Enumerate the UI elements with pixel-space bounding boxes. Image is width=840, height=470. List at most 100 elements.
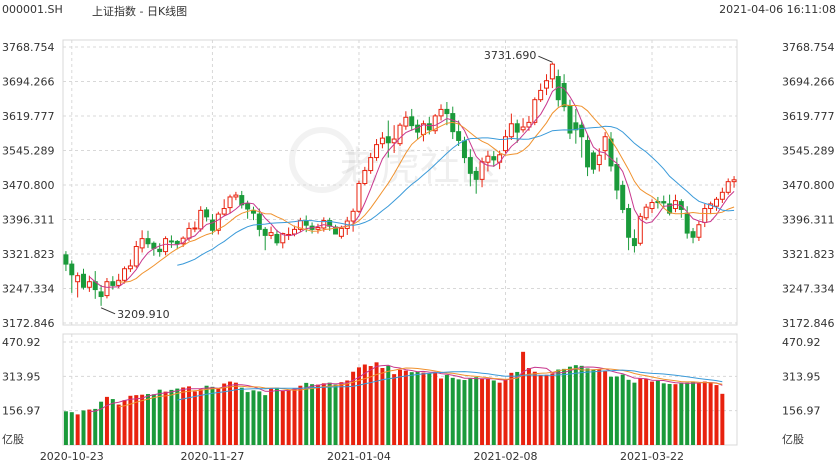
candle-body	[198, 209, 204, 230]
candle-body	[684, 212, 690, 234]
volume-bar	[228, 381, 233, 445]
price-tick-label-left: 3545.289	[2, 144, 55, 157]
volume-bar	[509, 372, 514, 445]
watermark-logo	[289, 127, 355, 193]
volume-bar	[69, 412, 74, 445]
volume-bar	[216, 388, 221, 445]
candle-body	[209, 219, 215, 231]
volume-bar	[468, 378, 473, 445]
price-tick-label-right: 3396.311	[782, 214, 835, 227]
price-ma10-line	[118, 104, 735, 283]
volume-bar	[421, 372, 426, 445]
candle-body	[397, 124, 403, 145]
price-tick-label-left: 3172.846	[2, 317, 55, 330]
volume-bar	[679, 382, 684, 445]
volume-bar	[720, 393, 725, 445]
candle-body	[479, 161, 485, 180]
candle-body	[731, 179, 737, 183]
volume-bar	[351, 371, 356, 445]
candle-body	[567, 105, 573, 134]
volume-bar	[310, 384, 315, 445]
volume-bar	[315, 384, 320, 445]
price-tick-label-left: 3321.823	[2, 248, 55, 261]
candle-body	[608, 138, 614, 167]
annotation-leader	[100, 307, 116, 315]
volume-bar	[257, 391, 262, 445]
candle-body	[69, 263, 75, 276]
volume-bar	[251, 390, 256, 445]
volume-bar	[702, 381, 707, 445]
candle-body	[256, 213, 262, 230]
volume-bar	[128, 395, 133, 445]
volume-bar	[691, 382, 696, 445]
volume-bar	[345, 380, 350, 445]
price-ma20-line	[177, 125, 735, 266]
volume-bar	[356, 367, 361, 445]
candle-body	[696, 224, 702, 238]
volume-bar	[655, 380, 660, 445]
volume-bar	[99, 401, 104, 445]
candle-body	[110, 281, 116, 286]
volume-bar	[198, 389, 203, 445]
candle-body	[362, 170, 368, 185]
volume-bar	[626, 379, 631, 445]
volume-bar	[116, 404, 121, 445]
volume-bar	[368, 366, 373, 445]
volume-bar	[415, 371, 420, 445]
date-tick-label: 2021-03-22	[620, 450, 684, 463]
volume-bar	[333, 384, 338, 445]
candle-body	[356, 183, 362, 212]
volume-bar	[597, 369, 602, 445]
volume-bar	[638, 378, 643, 445]
candle-body	[503, 136, 508, 152]
price-tick-label-right: 3321.823	[782, 248, 835, 261]
volume-bar	[673, 384, 678, 445]
volume-bar	[239, 387, 244, 445]
timestamp: 2021-04-06 16:11:08	[719, 3, 836, 16]
volume-bar	[286, 389, 291, 445]
candle-body	[637, 215, 643, 244]
volume-bar	[480, 378, 485, 445]
candle-body	[239, 195, 245, 206]
volume-bar	[585, 368, 590, 445]
candle-body	[713, 198, 719, 207]
volume-bar	[409, 372, 414, 445]
volume-bar	[269, 388, 274, 445]
candle-body	[227, 196, 233, 209]
candle-body	[204, 209, 210, 218]
volume-bar	[614, 376, 619, 445]
volume-bar	[433, 371, 438, 445]
volume-bar	[550, 373, 555, 445]
candle-body	[485, 155, 491, 163]
candle-body	[350, 210, 356, 222]
volume-bar	[222, 383, 227, 445]
low-annotation: 3209.910	[117, 308, 169, 321]
volume-bar	[187, 386, 192, 445]
candle-body	[719, 191, 725, 200]
volume-bar	[210, 386, 215, 445]
volume-bar	[386, 365, 391, 445]
volume-bar	[708, 382, 713, 445]
volume-bar	[650, 381, 655, 445]
volume-bar	[608, 376, 613, 445]
volume-bar	[134, 395, 139, 445]
candle-body	[368, 157, 374, 172]
volume-bar	[474, 377, 479, 445]
price-ma5-line	[89, 86, 735, 288]
price-tick-label-right: 3619.777	[782, 110, 835, 123]
volume-bar	[696, 383, 701, 445]
volume-bar	[298, 385, 303, 445]
candle-body	[426, 123, 432, 131]
volume-bar	[104, 396, 109, 445]
candle-body	[174, 240, 180, 245]
candle-body	[579, 124, 585, 138]
volume-bar	[444, 375, 449, 445]
volume-bar	[292, 388, 297, 445]
volume-bar	[87, 409, 92, 445]
annotation-leader	[538, 55, 553, 63]
price-tick-label-right: 3768.754	[782, 41, 835, 54]
volume-ma5-line	[89, 364, 723, 413]
volume-bar	[556, 369, 561, 445]
candle-body	[75, 275, 81, 283]
candle-body	[626, 208, 632, 238]
